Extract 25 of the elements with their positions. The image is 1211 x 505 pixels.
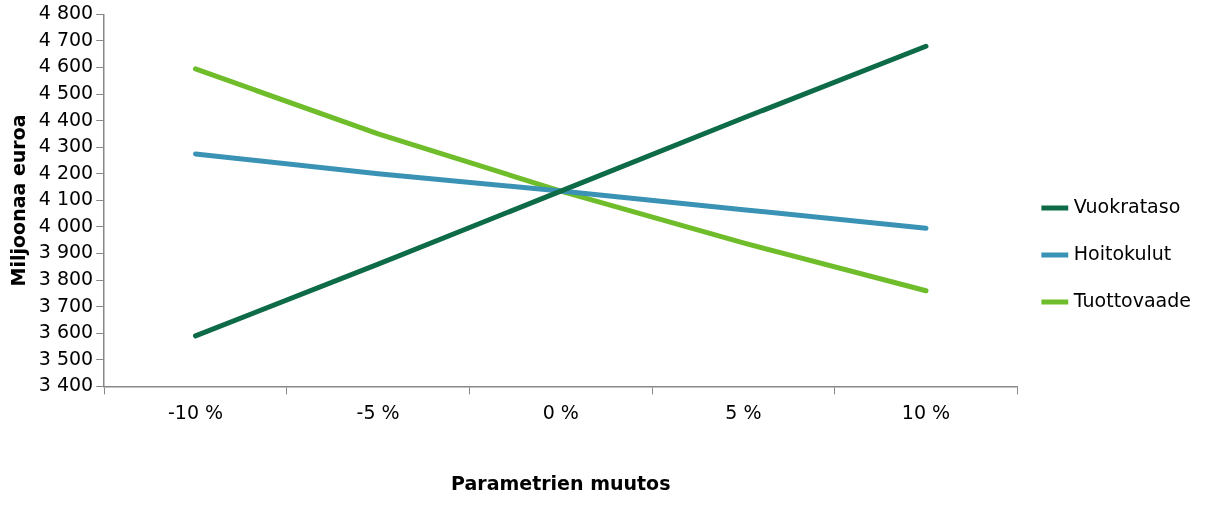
y-tick-label: 4 200 — [38, 160, 94, 183]
y-tick-label: 4 600 — [38, 54, 94, 77]
y-tick-label: 3 600 — [38, 320, 94, 343]
y-tick-label: 3 700 — [38, 293, 94, 316]
y-tick-label: 4 300 — [38, 134, 94, 157]
x-tick-label: 10 % — [901, 400, 951, 423]
legend-label: Tuottovaade — [1072, 288, 1192, 311]
y-tick-label: 3 400 — [38, 373, 94, 396]
y-tick-label: 4 100 — [38, 187, 94, 210]
y-tick-label: 3 500 — [38, 346, 94, 369]
y-tick-label: 4 800 — [38, 1, 94, 24]
y-axis-title: Miljoonaa euroa — [7, 114, 30, 287]
y-tick-label: 3 800 — [38, 267, 94, 290]
y-tick-label: 4 700 — [38, 27, 94, 50]
x-tick-label: -5 % — [356, 400, 400, 423]
legend-label: Hoitokulut — [1073, 241, 1172, 264]
legend-label: Vuokrataso — [1073, 194, 1181, 217]
x-tick-label: 5 % — [725, 400, 762, 423]
x-tick-label: 0 % — [542, 400, 579, 423]
x-tick-label: -10 % — [167, 400, 224, 423]
y-tick-label: 4 400 — [38, 107, 94, 130]
x-axis-title: Parametrien muutos — [451, 471, 671, 494]
y-tick-label: 3 900 — [38, 240, 94, 263]
y-tick-label: 4 500 — [38, 81, 94, 104]
y-tick-label: 4 000 — [38, 213, 94, 236]
